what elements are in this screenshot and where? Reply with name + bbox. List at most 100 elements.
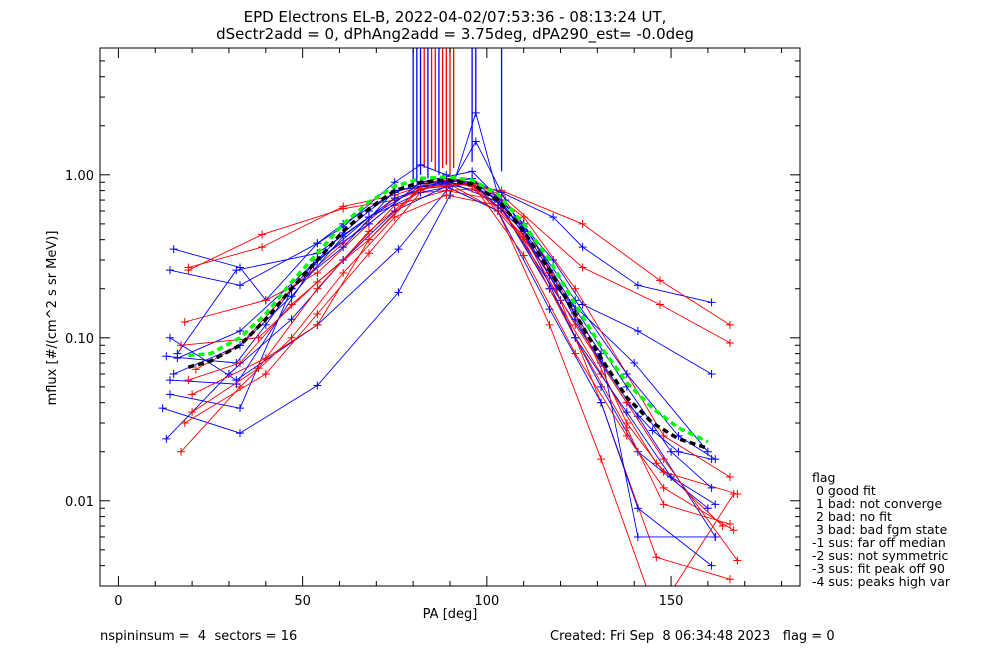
series-point [545,320,554,329]
legend-item: 3 bad: bad fgm state [812,522,948,537]
series-line [195,181,735,586]
legend-item: -1 sus: far off median [812,535,946,550]
series-point [416,184,425,193]
series-point [166,390,174,399]
series-point [578,219,587,228]
data-layer [158,48,742,586]
series-point [674,447,683,456]
series-point [711,500,720,509]
series-point [659,483,668,492]
legend-item: 2 bad: no fit [812,509,892,524]
series-point [578,243,587,252]
series-point [390,194,399,203]
series-point [597,398,606,407]
y-tick-label: 0.01 [65,495,94,510]
series-point [313,239,322,248]
series-point [729,526,738,535]
series-point [339,268,348,277]
y-axis-label: mflux [#/(cm^2 s sr MeV)] [45,231,60,406]
series-point [313,268,322,277]
axes-layer: 0 50 100 150 0.01 0.10 1.00 [65,47,800,609]
series-point [394,245,403,254]
legend-item: -2 sus: not symmetric [812,548,948,563]
series-point [313,309,322,318]
y-tick-label: 0.10 [65,332,94,347]
series-point [711,532,720,541]
series-point [180,318,189,327]
series-point [633,504,642,513]
series-point [287,333,296,342]
series-point [519,251,528,260]
x-axis-label: PA [deg] [423,607,478,622]
series-point [667,447,676,456]
series-point [630,359,639,368]
series-point [364,227,373,236]
series-point [707,369,716,378]
series-point [364,213,373,222]
series-line [180,194,731,580]
series-point [726,575,734,584]
chart-subtitle: dSectr2add = 0, dPhAng2add = 3.75deg, dP… [216,25,694,44]
series-point [394,288,403,297]
series-point [177,447,186,456]
series-line [169,140,709,452]
series-line [184,188,738,495]
series-point [236,359,244,368]
series-point [471,137,480,146]
series-point [261,296,270,305]
series-point [177,341,186,350]
fit-curve [188,175,709,444]
footer-left: nspininsum = 4 sectors = 16 [100,629,297,644]
y-tick-label: 1.00 [65,169,94,184]
series-point [158,404,167,413]
x-tick-label: 150 [659,594,684,609]
series-line [166,181,712,460]
series-point [162,352,171,361]
series-line [191,183,734,531]
series-point [622,431,631,440]
series-point [733,490,742,499]
series-point [313,284,322,293]
series-point [364,249,373,258]
series-point [622,423,631,432]
series-point [236,429,244,438]
series-point [468,167,477,176]
legend-item: -4 sus: peaks high var [812,574,951,589]
series-point [707,561,716,570]
series-point [261,369,270,378]
series-line [191,183,731,525]
series-point [169,245,178,254]
legend-item: -3 sus: fit peak off 90 [812,561,945,576]
series-point [659,431,668,440]
series-point [633,281,642,290]
series-point [571,320,580,329]
series-point [578,263,587,272]
series-point [633,532,642,541]
x-tick-label: 50 [294,594,311,609]
series-point [659,468,668,477]
series-point [313,320,322,329]
series-point [726,320,734,329]
series-point [571,349,580,358]
series-line [173,180,709,509]
series-point [703,504,712,513]
series-point [261,320,270,329]
series-point [188,408,197,417]
series-point [471,108,480,117]
series-point [659,500,668,509]
legend: flag 0 good fit 1 bad: not converge 2 ba… [812,470,951,589]
series-point [597,455,606,464]
series-point [236,281,244,290]
series-point [254,364,263,373]
series-point [711,455,720,464]
series-point [173,349,182,358]
legend-title: flag [812,470,835,485]
series-point [667,472,676,481]
series-point [622,369,631,378]
series-point [258,243,267,252]
series-point [191,365,200,374]
series-point [652,459,661,468]
series-point [726,520,734,529]
series-point [707,483,716,492]
series-point [364,219,373,228]
